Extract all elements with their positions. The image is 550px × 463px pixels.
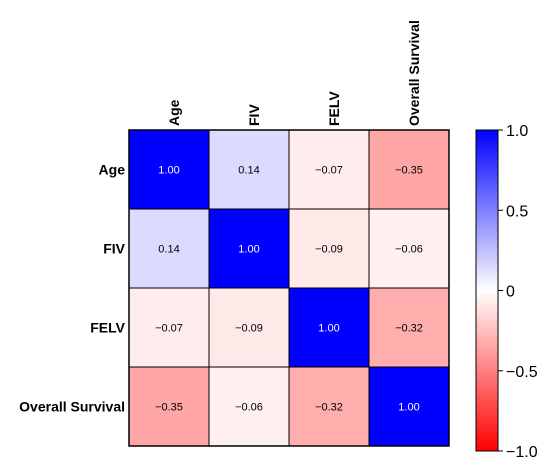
heatmap-cell-label-3-1: −0.06 [235, 402, 263, 414]
heatmap-cell-3-3 [368, 366, 450, 447]
heatmap-cell-label-2-1: −0.09 [235, 323, 263, 335]
heatmap-cell-3-0 [128, 366, 210, 447]
heatmap-row-labels: Age FIV FELV Overall Survival [19, 162, 126, 415]
heatmap-cell-2-1 [208, 287, 290, 368]
row-label-2: FELV [90, 320, 125, 336]
heatmap-cell-label-3-3: 1.00 [398, 402, 419, 414]
heatmap-cell-3-1 [208, 366, 290, 447]
heatmap-cell-0-3 [368, 129, 450, 210]
heatmap-cells [128, 129, 450, 447]
colorbar-tick-label-2: 0 [506, 284, 515, 301]
heatmap-cell-label-3-0: −0.35 [155, 402, 183, 414]
heatmap-border [128, 129, 450, 447]
heatmap-cell-0-0 [128, 129, 210, 210]
row-label-0: Age [99, 162, 126, 178]
heatmap-cell-label-2-0: −0.07 [155, 323, 183, 335]
row-label-1: FIV [103, 241, 125, 257]
heatmap-column-labels: Age FIV FELV Overall Survival [166, 20, 422, 126]
heatmap-cell-label-0-0: 1.00 [158, 165, 179, 177]
heatmap-cell-label-1-2: −0.09 [315, 244, 343, 256]
heatmap-cell-1-3 [368, 208, 450, 289]
heatmap-cell-label-3-2: −0.32 [315, 402, 343, 414]
heatmap-cell-2-3 [368, 287, 450, 368]
colorbar-tick-label-1: 0.5 [506, 203, 528, 220]
column-label-2: FELV [326, 91, 342, 126]
heatmap-cell-label-2-2: 1.00 [318, 323, 339, 335]
heatmap-cell-label-1-0: 0.14 [158, 244, 179, 256]
heatmap-cell-label-2-3: −0.32 [395, 323, 423, 335]
colorbar-tick-label-3: −0.5 [506, 364, 538, 381]
colorbar-gradient [475, 129, 499, 452]
column-label-0: Age [166, 99, 182, 126]
heatmap-cell-label-0-3: −0.35 [395, 165, 423, 177]
colorbar-tick-label-4: −1.0 [506, 444, 538, 461]
heatmap-cell-labels: 1.00 0.14 −0.07 −0.35 0.14 1.00 −0.09 −0.06 −0.0… [155, 165, 423, 414]
heatmap-cell-0-1 [208, 129, 290, 210]
heatmap-cell-1-1 [208, 208, 290, 289]
column-label-1: FIV [246, 104, 262, 126]
colorbar: 1.0 0.5 0 −0.5 −1.0 [475, 123, 538, 461]
column-label-3: Overall Survival [406, 20, 422, 126]
colorbar-tick-label-0: 1.0 [506, 123, 528, 140]
heatmap-cell-label-1-3: −0.06 [395, 244, 423, 256]
heatmap-cell-1-0 [128, 208, 210, 289]
heatmap-cell-label-1-1: 1.00 [238, 244, 259, 256]
heatmap-cell-label-0-1: 0.14 [238, 165, 259, 177]
row-label-3: Overall Survival [19, 399, 125, 415]
heatmap-cell-label-0-2: −0.07 [315, 165, 343, 177]
